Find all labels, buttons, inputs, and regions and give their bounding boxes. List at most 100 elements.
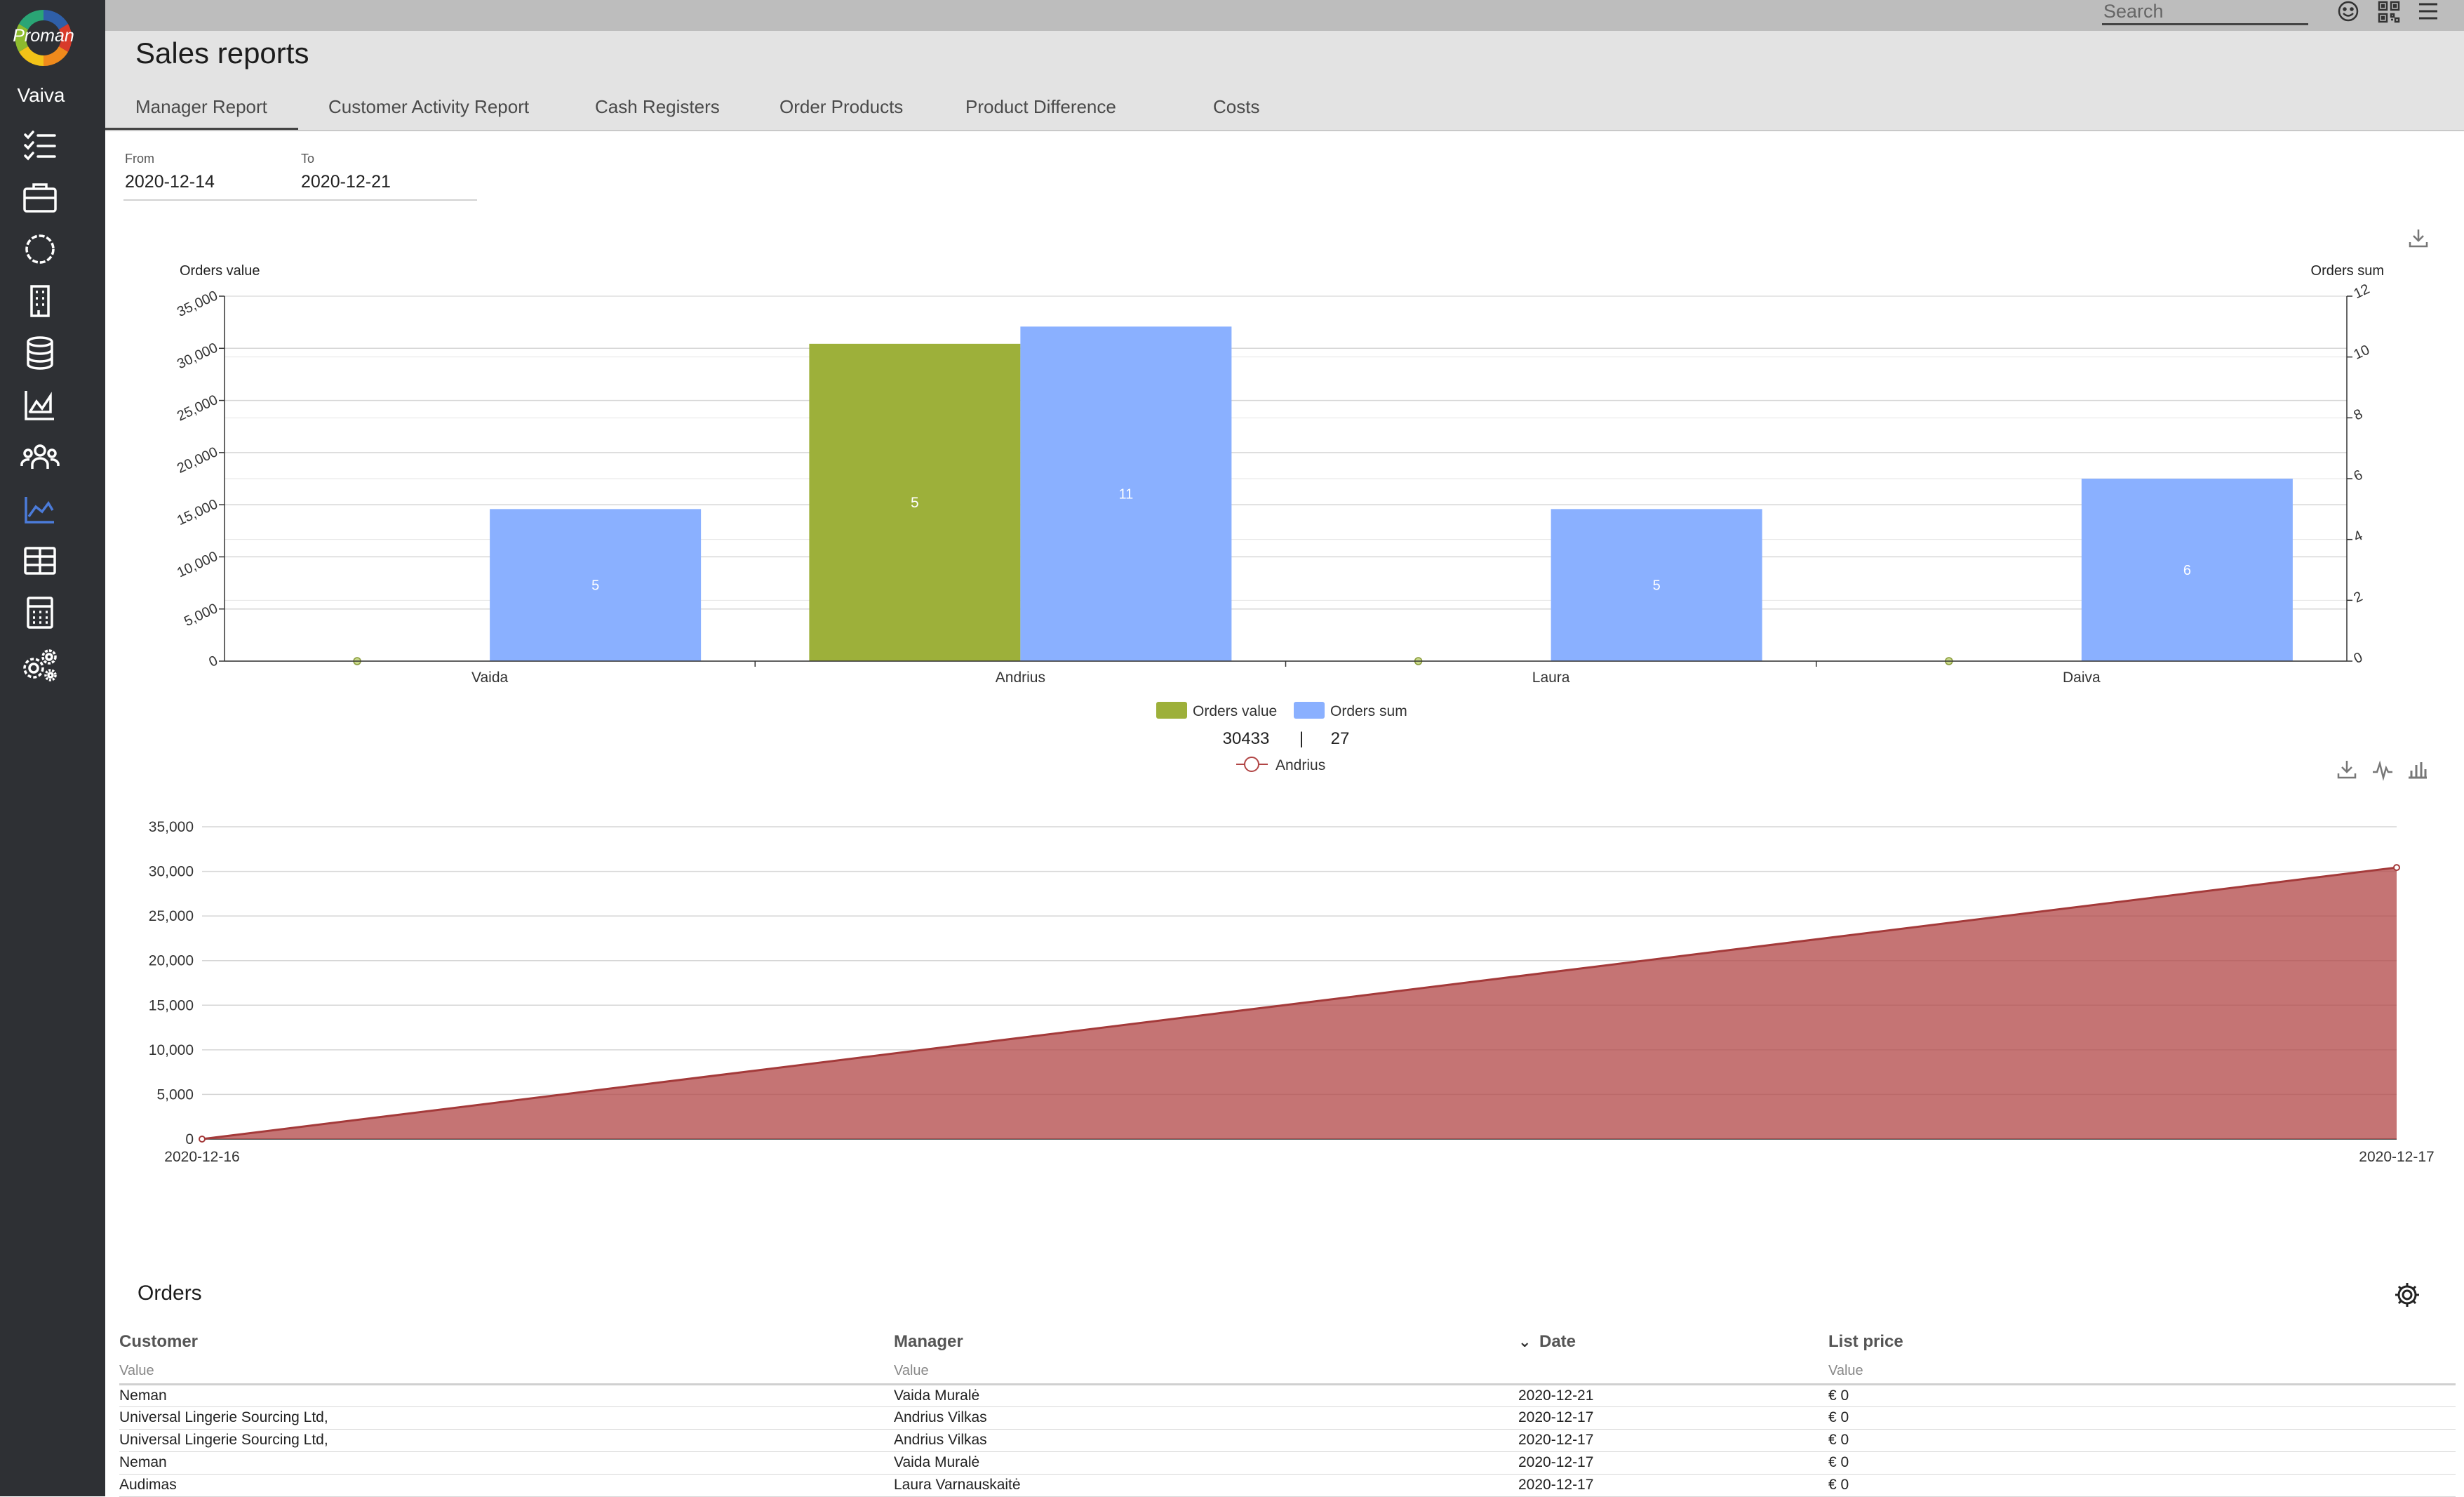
totals-separator: | bbox=[1299, 729, 1304, 748]
area-chart-y-tick-label: 5,000 bbox=[156, 1086, 194, 1103]
orders-table: Customer Manager ⌄ Date List price Value … bbox=[119, 1325, 2456, 1497]
table-row[interactable]: Universal Lingerie Sourcing Ltd, Andrius … bbox=[119, 1429, 2456, 1452]
bar-chart-right-tick-label: 8 bbox=[2352, 406, 2365, 424]
area-chart-y-tick-label: 35,000 bbox=[149, 819, 194, 835]
bar-chart-download-icon[interactable] bbox=[2409, 229, 2428, 248]
bar-chart-left-tick-label: 25,000 bbox=[175, 392, 220, 425]
area-chart-x-tick-label: 2020-12-16 bbox=[164, 1149, 239, 1165]
area-chart-y-tick-label: 25,000 bbox=[149, 908, 194, 924]
list-price-filter-input[interactable]: Value bbox=[1828, 1359, 2456, 1385]
list-price-cell: € 0 bbox=[1828, 1474, 2456, 1497]
bar-chart-right-axis-label: Orders sum bbox=[2311, 263, 2384, 279]
tab-product-difference[interactable]: Product Difference bbox=[965, 96, 1116, 117]
bar-chart-left-tick-label: 0 bbox=[206, 653, 220, 670]
manager-cell: Vaida Muralė bbox=[894, 1451, 1518, 1475]
list-price-cell: € 0 bbox=[1828, 1451, 2456, 1475]
bar-chart-right-tick-label: 0 bbox=[2352, 650, 2365, 667]
list-price-cell: € 0 bbox=[1828, 1429, 2456, 1452]
customer-cell: Audimas bbox=[119, 1474, 894, 1497]
area-chart-download-icon[interactable] bbox=[2337, 761, 2357, 779]
circle-icon[interactable] bbox=[20, 229, 60, 270]
menu-icon[interactable] bbox=[2415, 0, 2442, 25]
column-header-manager[interactable]: Manager bbox=[894, 1332, 963, 1351]
bar-legend-label: Orders sum bbox=[1330, 703, 1407, 719]
from-date-field[interactable]: 2020-12-14 bbox=[125, 172, 215, 192]
customer-cell: Neman bbox=[119, 1451, 894, 1475]
list-price-cell: € 0 bbox=[1828, 1384, 2456, 1407]
to-date-field[interactable]: 2020-12-21 bbox=[301, 172, 391, 192]
table-row[interactable]: Universal Lingerie Sourcing Ltd, Andrius … bbox=[119, 1406, 2456, 1430]
from-label: From bbox=[125, 152, 154, 166]
area-chart-icon[interactable] bbox=[20, 488, 60, 529]
smiley-icon[interactable] bbox=[2335, 0, 2362, 25]
total-orders-value: 30433 bbox=[1223, 729, 1270, 748]
list-price-cell: € 0 bbox=[1828, 1406, 2456, 1430]
top-bar bbox=[105, 0, 2464, 31]
andrius-point bbox=[199, 1136, 206, 1143]
customer-filter-input[interactable]: Value bbox=[119, 1359, 894, 1385]
user-name[interactable]: Vaiva bbox=[17, 84, 65, 106]
line-chart-icon[interactable] bbox=[20, 385, 60, 425]
tab-order-products[interactable]: Order Products bbox=[779, 96, 904, 117]
users-icon[interactable] bbox=[20, 437, 60, 477]
tab-customer-activity-report[interactable]: Customer Activity Report bbox=[328, 96, 530, 117]
search-input[interactable] bbox=[2102, 0, 2308, 25]
area-chart-legend[interactable]: Andrius bbox=[1236, 757, 1325, 773]
table-settings-icon[interactable] bbox=[2392, 1280, 2422, 1310]
bar-chart-right-tick-label: 12 bbox=[2352, 281, 2372, 302]
calculator-icon[interactable] bbox=[20, 592, 60, 633]
bar-chart-left-tick-label: 5,000 bbox=[182, 601, 220, 630]
orders-value-bar bbox=[809, 343, 1021, 661]
orders-sum-bar bbox=[490, 509, 702, 661]
bar-legend-item[interactable]: Orders value bbox=[1156, 702, 1277, 719]
bar-legend-item[interactable]: Orders sum bbox=[1294, 702, 1407, 719]
bar-chart-left-tick-label: 20,000 bbox=[175, 444, 220, 477]
settings-icon[interactable] bbox=[20, 644, 60, 685]
tab-costs[interactable]: Costs bbox=[1213, 96, 1260, 117]
bar-chart-left-tick-label: 10,000 bbox=[175, 549, 220, 581]
bar-chart-right-tick-label: 4 bbox=[2352, 528, 2365, 545]
column-header-customer[interactable]: Customer bbox=[119, 1332, 199, 1351]
tab-manager-report[interactable]: Manager Report bbox=[105, 89, 298, 130]
andrius-point bbox=[2393, 864, 2400, 872]
database-icon[interactable] bbox=[20, 333, 60, 373]
manager-filter-input[interactable]: Value bbox=[894, 1359, 1518, 1385]
manager-cell: Andrius Vilkas bbox=[894, 1406, 1518, 1430]
to-label: To bbox=[301, 152, 315, 166]
tab-cash-registers[interactable]: Cash Registers bbox=[595, 96, 720, 117]
page-header: Sales reports Manager Report Customer Ac… bbox=[105, 31, 2464, 131]
sort-descending-icon[interactable]: ⌄ bbox=[1518, 1333, 1532, 1350]
table-row[interactable]: Audimas Laura Varnauskaitė 2020-12-17 € 0 bbox=[119, 1474, 2456, 1497]
table-row[interactable]: Neman Vaida Muralė 2020-12-17 € 0 bbox=[119, 1451, 2456, 1475]
bar-chart-right-tick-label: 6 bbox=[2352, 467, 2365, 485]
table-icon[interactable] bbox=[20, 540, 60, 581]
area-chart-y-tick-label: 10,000 bbox=[149, 1042, 194, 1058]
orders-sum-data-label: 11 bbox=[1118, 487, 1133, 503]
date-filter-cell bbox=[1518, 1359, 1828, 1385]
table-row[interactable]: Neman Vaida Muralė 2020-12-21 € 0 bbox=[119, 1384, 2456, 1407]
area-chart-y-tick-label: 0 bbox=[185, 1131, 194, 1147]
orders-sum-bar bbox=[1020, 326, 1232, 661]
line-chart-toggle-icon[interactable] bbox=[2373, 760, 2392, 781]
bar-chart-category-label: Daiva bbox=[2063, 670, 2101, 686]
bar-chart-right-tick-label: 2 bbox=[2352, 589, 2365, 606]
briefcase-icon[interactable] bbox=[20, 177, 60, 218]
area-chart-x-tick-label: 2020-12-17 bbox=[2359, 1149, 2434, 1165]
orders-value-data-label: 5 bbox=[911, 495, 919, 511]
manager-cell: Andrius Vilkas bbox=[894, 1429, 1518, 1452]
area-chart-y-tick-label: 30,000 bbox=[149, 864, 194, 880]
building-icon[interactable] bbox=[20, 281, 60, 321]
bar-chart-toggle-icon[interactable] bbox=[2409, 762, 2427, 779]
customer-cell: Neman bbox=[119, 1384, 894, 1407]
checklist-icon[interactable] bbox=[20, 125, 60, 166]
column-header-list-price[interactable]: List price bbox=[1828, 1332, 1903, 1351]
orders-sum-data-label: 5 bbox=[591, 578, 599, 594]
proman-logo[interactable]: Proman bbox=[10, 4, 95, 67]
bar-chart-left-tick-label: 30,000 bbox=[175, 340, 220, 373]
bar-legend-swatch bbox=[1294, 702, 1325, 719]
qr-code-icon[interactable] bbox=[2376, 0, 2402, 25]
bar-chart-category-label: Vaida bbox=[471, 670, 508, 686]
bar-chart-y-axis-label: Orders value bbox=[180, 263, 260, 279]
orders-title: Orders bbox=[138, 1282, 202, 1305]
column-header-date[interactable]: ⌄ Date bbox=[1518, 1325, 1828, 1359]
